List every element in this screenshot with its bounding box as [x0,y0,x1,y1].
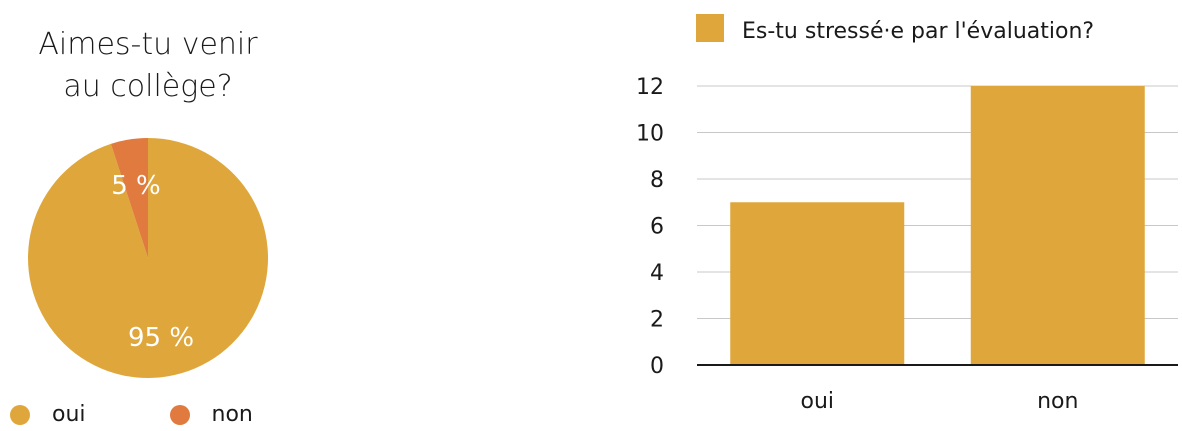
pie-slice-oui [27,138,269,379]
y-tick-label-10: 10 [636,122,664,147]
legend-swatch-non [169,405,190,425]
bar-non [970,86,1145,365]
y-tick-label-2: 2 [650,308,664,333]
y-tick-label-8: 8 [650,168,664,193]
legend-label-oui: oui [52,402,86,427]
pie-chart-title: Aimes-tu venir au collège? [0,24,296,108]
y-tick-label-0: 0 [650,354,664,379]
pie-slice-non [110,138,148,258]
pie-title-line-2: au collège? [63,69,233,104]
legend-item-oui: oui [10,402,86,428]
bar-oui [730,202,905,365]
pie-data-label-oui: 95 % [128,323,194,353]
bar-legend-swatch [696,14,724,42]
legend-item-non: non [169,402,253,428]
pie-chart: 95 % 5 % [27,138,269,379]
y-tick-label-12: 12 [636,75,664,100]
legend-swatch-oui [10,405,30,425]
y-tick-label-4: 4 [650,261,664,286]
x-tick-label-oui: oui [800,389,834,414]
pie-data-label-non: 5 % [111,171,161,201]
y-tick-label-6: 6 [650,215,664,240]
pie-title-line-1: Aimes-tu venir [38,27,258,62]
legend-label-non: non [211,402,253,427]
pie-chart-panel: Aimes-tu venir au collège? 95 % 5 % oui n… [0,0,300,431]
pie-legend: oui non [10,402,337,428]
bar-chart: Es-tu stressé·e par l'évaluation? 0 2 4 6 8 10… [636,14,1178,414]
bar-legend-label: Es-tu stressé·e par l'évaluation? [742,19,1094,44]
x-tick-label-non: non [1037,389,1078,414]
bar-chart-panel: Es-tu stressé·e par l'évaluation? 0 2 4 6 8 10… [600,0,1182,431]
